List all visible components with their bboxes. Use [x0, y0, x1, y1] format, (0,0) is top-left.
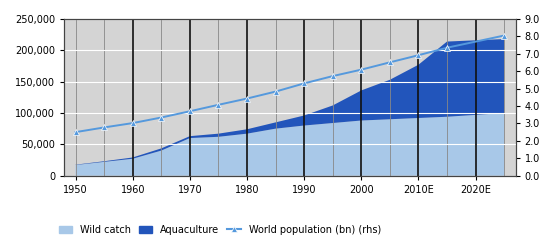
Legend: Wild catch, Aquaculture, World population (bn) (rhs): Wild catch, Aquaculture, World populatio…	[55, 221, 385, 239]
